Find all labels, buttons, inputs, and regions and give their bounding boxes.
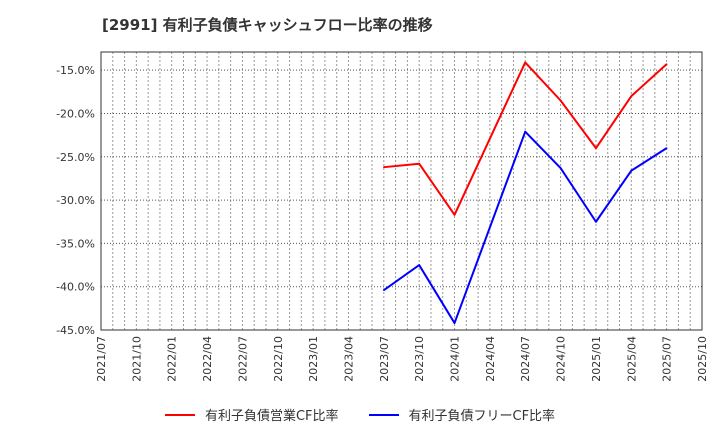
plot-area-border (100, 51, 703, 331)
data-point (559, 167, 562, 169)
y-tick-label: -40.0% (56, 281, 95, 294)
y-tick-label: -15.0% (56, 64, 95, 77)
y-tick-label: -45.0% (56, 324, 95, 337)
data-point (665, 147, 668, 149)
x-tick-label: 2022/10 (272, 336, 285, 382)
data-point (630, 169, 633, 172)
data-point (665, 63, 668, 65)
series-line-1 (383, 130, 668, 325)
x-tick-label: 2025/04 (625, 336, 638, 382)
data-point (383, 289, 385, 291)
series-line-0 (383, 61, 668, 216)
data-point (595, 147, 597, 149)
chart-title: [2991] 有利子負債キャッシュフロー比率の推移 (102, 16, 433, 34)
data-point (595, 220, 597, 223)
legend: 有利子負債営業CF比率 有利子負債フリーCF比率 (0, 405, 720, 424)
data-point (630, 95, 633, 97)
x-tick-label: 2021/10 (130, 336, 143, 382)
x-tick-label: 2024/07 (519, 336, 532, 382)
y-tick-label: -20.0% (56, 107, 95, 120)
x-tick-label: 2022/01 (166, 336, 179, 382)
x-tick-label: 2025/07 (661, 336, 674, 382)
data-point (418, 162, 420, 165)
data-point (383, 166, 385, 168)
x-tick-label: 2023/01 (307, 336, 320, 382)
x-tick-label: 2022/07 (236, 336, 249, 382)
x-tick-label: 2023/07 (378, 336, 391, 382)
x-tick-label: 2022/04 (201, 336, 214, 382)
x-tick-label: 2023/10 (413, 336, 426, 382)
data-point (453, 322, 456, 324)
data-point (559, 99, 562, 102)
legend-label: 有利子負債営業CF比率 (204, 409, 339, 424)
y-tick-label: -30.0% (56, 194, 95, 207)
data-point (418, 264, 420, 266)
x-tick-label: 2024/04 (484, 336, 497, 382)
data-point (524, 61, 527, 64)
legend-label: 有利子負債フリーCF比率 (408, 409, 556, 424)
x-tick-label: 2024/10 (555, 336, 568, 382)
data-point (453, 214, 456, 216)
legend-swatch-blue (368, 413, 399, 416)
legend-swatch-red (164, 413, 195, 416)
y-tick-label: -35.0% (56, 237, 95, 250)
y-tick-label: -25.0% (56, 151, 95, 164)
x-tick-label: 2023/04 (342, 336, 355, 382)
data-point (524, 130, 527, 133)
x-tick-label: 2025/10 (696, 336, 709, 382)
legend-item-free-cf: 有利子負債フリーCF比率 (368, 405, 556, 424)
legend-item-operating-cf: 有利子負債営業CF比率 (164, 405, 339, 424)
x-tick-label: 2021/07 (95, 336, 108, 382)
x-tick-label: 2025/01 (590, 336, 603, 382)
x-tick-label: 2024/01 (449, 336, 462, 382)
